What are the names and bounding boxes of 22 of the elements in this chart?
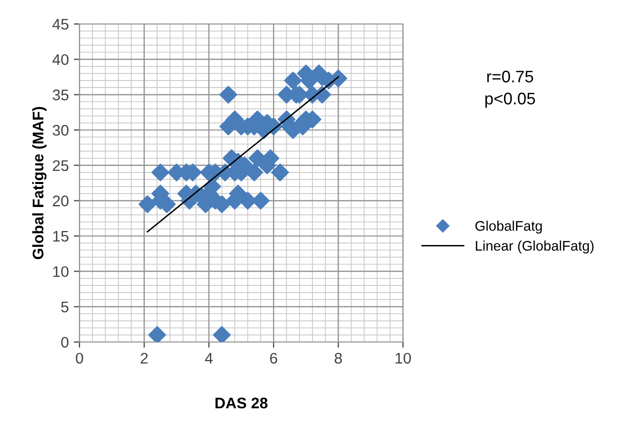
x-tick-label: 2 [140,352,148,364]
x-tick-label: 8 [334,352,342,364]
text: r=0.75 [487,70,534,82]
y-tick-label: 15 [53,231,68,242]
y-tick-label: 25 [52,160,68,172]
y-tick-label: 30 [52,124,68,136]
y-axis-title: Global Fatigue (MAF) [32,106,47,260]
y-tick-label: 45 [52,19,68,30]
x-tick-label: 10 [396,352,411,364]
y-tick-label: 5 [61,302,68,312]
text: p<0.05 [485,92,536,108]
y-tick-label: 10 [53,266,68,278]
x-tick-label: 4 [205,352,213,364]
x-axis-title: DAS 28 [216,398,268,408]
y-tick-label: 20 [52,196,68,206]
y-tick-label: 40 [52,54,68,66]
legend-label: Linear (GlobalFatg) [476,240,594,254]
y-tick-label: 0 [61,336,68,348]
x-tick-label: 6 [270,352,278,364]
y-tick-label: 35 [52,90,68,100]
x-tick-label: 0 [76,352,84,364]
legend-label: GlobalFatg [475,220,542,234]
